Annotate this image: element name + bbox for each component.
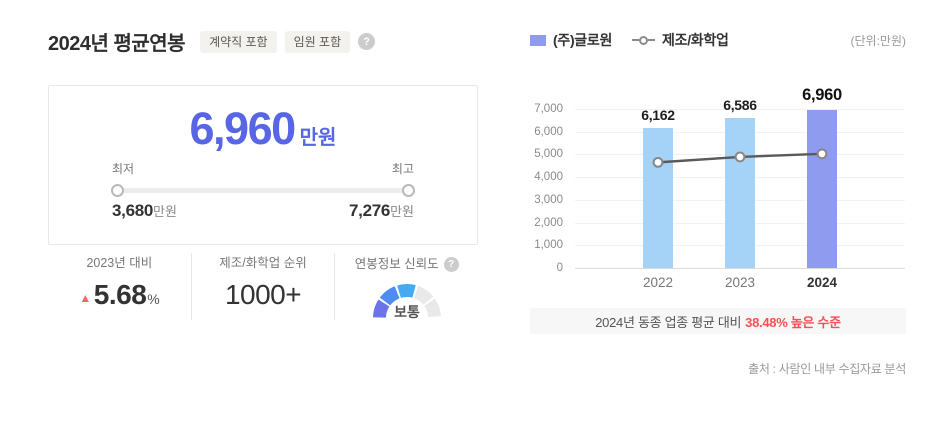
y-axis-tick-label: 7,000 <box>534 103 563 115</box>
average-salary-card: 6,960 만원 최저 최고 3,680만원 7,276만원 <box>48 85 478 245</box>
range-values: 3,680만원 7,276만원 <box>112 202 414 220</box>
y-axis-tick-label: 1,000 <box>534 239 563 252</box>
line-dash <box>632 39 640 41</box>
bar-2024 <box>807 109 837 268</box>
industry-line-marker-icon <box>632 35 656 45</box>
source-note: 출처 : 사람인 내부 수집자료 분석 <box>748 362 906 376</box>
salary-chart: 0 1,000 2,000 3,000 4,000 5,000 6,000 7,000 6,16… <box>527 87 906 295</box>
stat-yoy: 2023년 대비 ▲ 5.68% <box>48 253 191 320</box>
stat-yoy-label: 2023년 대비 <box>86 256 153 270</box>
min-value: 3,680만원 <box>112 201 177 220</box>
gauge-segment <box>423 298 441 318</box>
line-point <box>652 156 664 168</box>
y-axis-tick-label: 0 <box>556 262 563 274</box>
gauge-segment <box>379 286 400 306</box>
stats-row: 2023년 대비 ▲ 5.68% 제조/화학업 순위 1000+ 연봉정보 신뢰도… <box>48 253 478 320</box>
chart-unit-note: (단위:만원) <box>850 33 907 48</box>
max-label: 최고 <box>391 162 414 176</box>
y-axis-tick-label: 6,000 <box>534 125 563 138</box>
banner-highlight: 38.48% 높은 수준 <box>745 314 841 330</box>
badge-executives-included: 임원 포함 <box>284 30 351 53</box>
company-swatch-icon <box>530 34 546 46</box>
min-handle[interactable] <box>111 184 124 197</box>
chart-legend: (주)글로원 제조/화학업 (단위:만원) <box>530 30 906 50</box>
salary-unit: 만원 <box>299 127 337 149</box>
help-icon[interactable]: ? <box>358 33 376 50</box>
left-header: 2024년 평균연봉 계약직 포함 임원 포함 ? <box>48 27 376 56</box>
x-axis-label: 2023 <box>724 275 756 290</box>
gauge-segment <box>396 284 416 299</box>
y-axis-tick-label: 2,000 <box>534 216 563 229</box>
line-point <box>734 151 746 163</box>
up-arrow-icon: ▲ <box>79 290 91 305</box>
x-axis-label: 2022 <box>642 275 674 290</box>
gauge-segment <box>413 285 434 306</box>
line-circle <box>639 35 649 45</box>
y-axis-tick-label: 5,000 <box>534 148 563 161</box>
badge-contract-included: 계약직 포함 <box>200 30 277 53</box>
bar-2022 <box>643 128 673 268</box>
gauge-segment <box>372 299 390 319</box>
max-value: 7,276만원 <box>349 201 414 220</box>
line-dash <box>648 39 656 41</box>
trust-help-icon[interactable]: ? <box>443 257 459 272</box>
y-axis-tick-label: 4,000 <box>534 171 563 184</box>
stat-rank-label: 제조/화학업 순위 <box>219 256 307 270</box>
range-track <box>114 188 412 193</box>
range-slider <box>111 184 415 197</box>
legend-industry-label: 제조/화학업 <box>662 32 729 48</box>
yoy-unit: % <box>147 290 160 307</box>
trust-level-text: 보통 <box>394 304 420 320</box>
stat-trust-label: 연봉정보 신뢰도 ? <box>335 257 478 272</box>
salary-range: 최저 최고 3,680만원 7,276만원 <box>111 160 415 220</box>
bar-value-label: 6,960 <box>802 85 842 104</box>
max-handle[interactable] <box>402 184 415 197</box>
stat-rank-value: 1000+ <box>224 278 302 310</box>
trust-gauge: 보통 <box>335 280 478 320</box>
trust-label-text: 연봉정보 신뢰도 <box>354 257 439 272</box>
range-labels: 최저 최고 <box>112 160 414 177</box>
trust-gauge-svg: 보통 <box>372 284 441 320</box>
industry-average-line <box>652 148 828 168</box>
yoy-number: 5.68 <box>93 278 147 310</box>
y-axis-tick-label: 3,000 <box>534 193 563 206</box>
average-salary-value: 6,960 만원 <box>49 106 477 151</box>
bar-value-label: 6,162 <box>641 107 675 124</box>
bar-2023 <box>725 118 755 268</box>
stat-trust: 연봉정보 신뢰도 ? 보통 <box>334 253 478 320</box>
page-title: 2024년 평균연봉 <box>48 33 186 55</box>
stat-yoy-value: ▲ 5.68% <box>48 278 191 310</box>
stat-industry-rank: 제조/화학업 순위 1000+ <box>190 253 335 320</box>
gridline <box>575 268 905 269</box>
line-point <box>816 148 828 160</box>
banner-text: 2024년 동종 업종 평균 대비 <box>595 314 742 330</box>
bar-value-label: 6,586 <box>723 97 757 114</box>
gridline <box>575 109 905 110</box>
salary-amount: 6,960 <box>189 103 297 154</box>
legend-company-label: (주)글로원 <box>553 32 613 48</box>
min-label: 최저 <box>112 162 135 176</box>
comparison-banner: 2024년 동종 업종 평균 대비 38.48% 높은 수준 <box>530 308 906 334</box>
x-axis-label: 2024 <box>806 275 838 290</box>
